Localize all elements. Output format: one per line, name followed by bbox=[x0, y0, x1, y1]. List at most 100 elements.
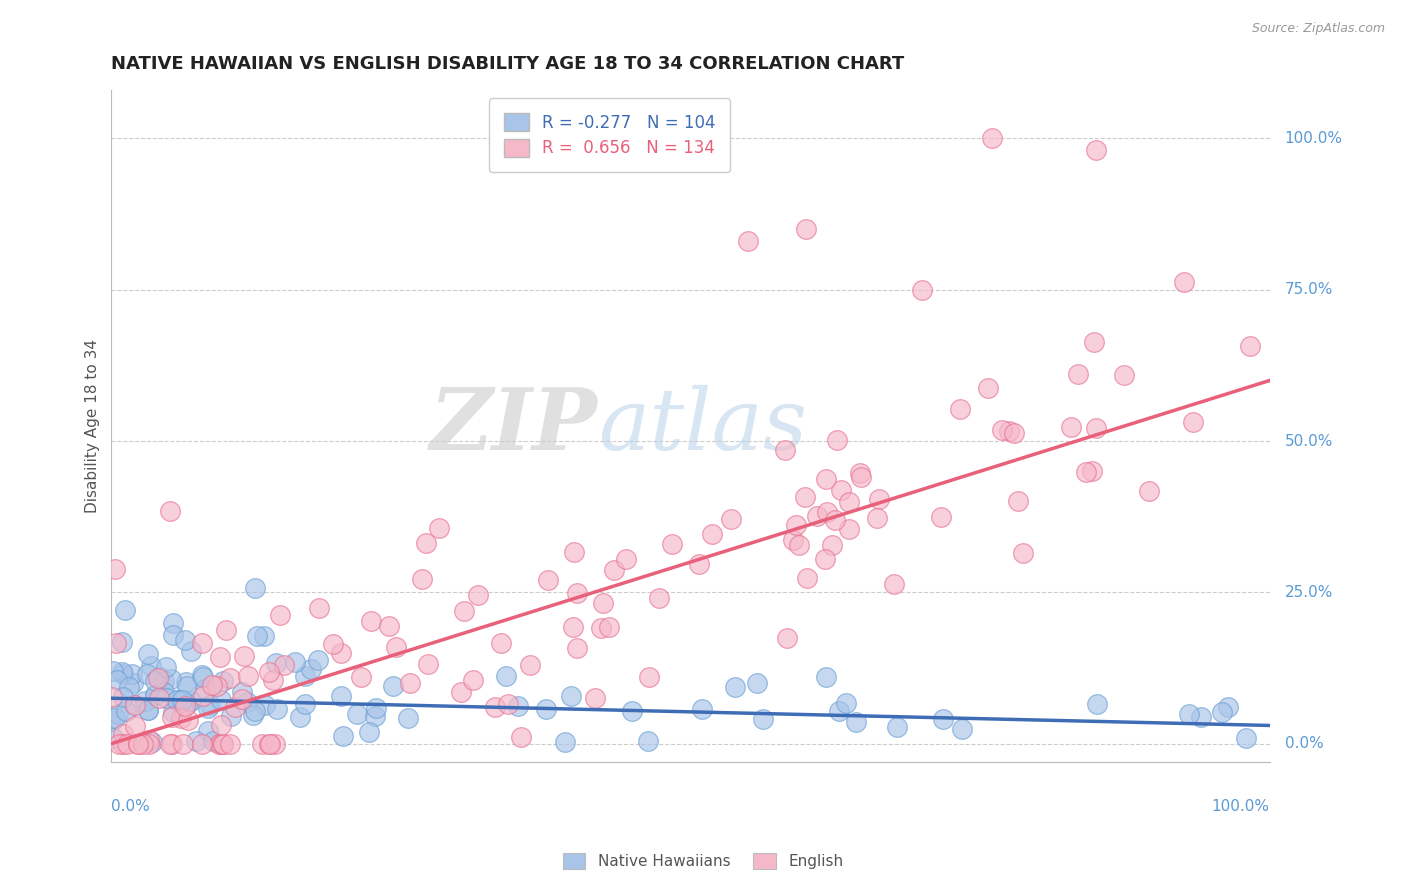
Point bbox=[134, 694, 156, 708]
Point bbox=[1084, 144, 1107, 158]
Point bbox=[215, 624, 238, 638]
Point bbox=[224, 699, 246, 714]
Point bbox=[583, 691, 606, 706]
Point bbox=[143, 673, 166, 688]
Point bbox=[467, 588, 489, 602]
Point bbox=[273, 658, 295, 673]
Point bbox=[122, 698, 145, 713]
Point bbox=[112, 737, 135, 751]
Point bbox=[117, 737, 139, 751]
Point bbox=[202, 734, 225, 748]
Point bbox=[825, 433, 848, 447]
Point bbox=[208, 737, 231, 751]
Point bbox=[1060, 420, 1083, 434]
Point bbox=[814, 552, 837, 566]
Point bbox=[536, 573, 558, 587]
Point bbox=[307, 653, 329, 667]
Point bbox=[796, 572, 818, 586]
Point bbox=[990, 423, 1012, 437]
Point bbox=[136, 667, 159, 681]
Point bbox=[787, 538, 810, 552]
Point bbox=[191, 670, 214, 684]
Point bbox=[357, 725, 380, 739]
Point bbox=[554, 735, 576, 749]
Point bbox=[107, 737, 129, 751]
Point bbox=[243, 581, 266, 595]
Point bbox=[378, 619, 401, 633]
Point bbox=[702, 526, 724, 541]
Point bbox=[416, 657, 439, 671]
Point bbox=[692, 702, 714, 716]
Point bbox=[598, 620, 620, 634]
Point bbox=[138, 733, 160, 747]
Point bbox=[127, 737, 149, 751]
Point bbox=[294, 669, 316, 683]
Point bbox=[1218, 699, 1240, 714]
Text: 0.0%: 0.0% bbox=[1285, 736, 1323, 751]
Point bbox=[322, 637, 344, 651]
Point bbox=[1083, 335, 1105, 350]
Point bbox=[114, 705, 136, 719]
Point bbox=[160, 710, 183, 724]
Point bbox=[162, 615, 184, 630]
Point bbox=[211, 674, 233, 689]
Text: 75.0%: 75.0% bbox=[1285, 282, 1333, 297]
Point bbox=[191, 668, 214, 682]
Point bbox=[269, 607, 291, 622]
Point bbox=[1085, 698, 1108, 712]
Point bbox=[496, 697, 519, 711]
Point bbox=[143, 688, 166, 702]
Point bbox=[122, 676, 145, 690]
Point bbox=[114, 603, 136, 617]
Point bbox=[136, 703, 159, 717]
Point bbox=[491, 636, 513, 650]
Point bbox=[932, 712, 955, 726]
Point bbox=[450, 685, 472, 699]
Point bbox=[173, 698, 195, 713]
Point bbox=[111, 727, 134, 741]
Point bbox=[562, 620, 585, 634]
Point bbox=[197, 724, 219, 739]
Point bbox=[688, 557, 710, 571]
Point bbox=[124, 718, 146, 732]
Point bbox=[461, 673, 484, 687]
Point bbox=[111, 690, 134, 704]
Point bbox=[172, 737, 194, 751]
Point bbox=[139, 659, 162, 673]
Point bbox=[821, 538, 844, 552]
Point bbox=[948, 401, 970, 416]
Point bbox=[453, 604, 475, 618]
Point bbox=[509, 730, 531, 744]
Legend: Native Hawaiians, English: Native Hawaiians, English bbox=[557, 847, 849, 875]
Point bbox=[385, 640, 408, 655]
Point bbox=[176, 697, 198, 711]
Point bbox=[231, 684, 253, 698]
Point bbox=[136, 703, 159, 717]
Point bbox=[396, 711, 419, 725]
Point bbox=[866, 511, 889, 525]
Point bbox=[603, 563, 626, 577]
Legend: R = -0.277   N = 104, R =  0.656   N = 134: R = -0.277 N = 104, R = 0.656 N = 134 bbox=[488, 98, 730, 172]
Point bbox=[170, 711, 193, 725]
Point bbox=[838, 495, 860, 509]
Point bbox=[209, 737, 232, 751]
Point bbox=[330, 689, 353, 703]
Point bbox=[191, 689, 214, 703]
Y-axis label: Disability Age 18 to 34: Disability Age 18 to 34 bbox=[86, 339, 100, 513]
Point bbox=[637, 734, 659, 748]
Point bbox=[103, 711, 125, 725]
Point bbox=[883, 577, 905, 591]
Point bbox=[911, 283, 934, 297]
Text: NATIVE HAWAIIAN VS ENGLISH DISABILITY AGE 18 TO 34 CORRELATION CHART: NATIVE HAWAIIAN VS ENGLISH DISABILITY AG… bbox=[111, 55, 904, 73]
Point bbox=[886, 720, 908, 734]
Point bbox=[257, 665, 280, 679]
Point bbox=[162, 628, 184, 642]
Point bbox=[1011, 546, 1033, 560]
Point bbox=[209, 693, 232, 707]
Point bbox=[101, 690, 124, 704]
Point bbox=[382, 680, 405, 694]
Point bbox=[845, 714, 868, 729]
Text: atlas: atlas bbox=[598, 384, 807, 467]
Point bbox=[236, 695, 259, 709]
Point bbox=[176, 679, 198, 693]
